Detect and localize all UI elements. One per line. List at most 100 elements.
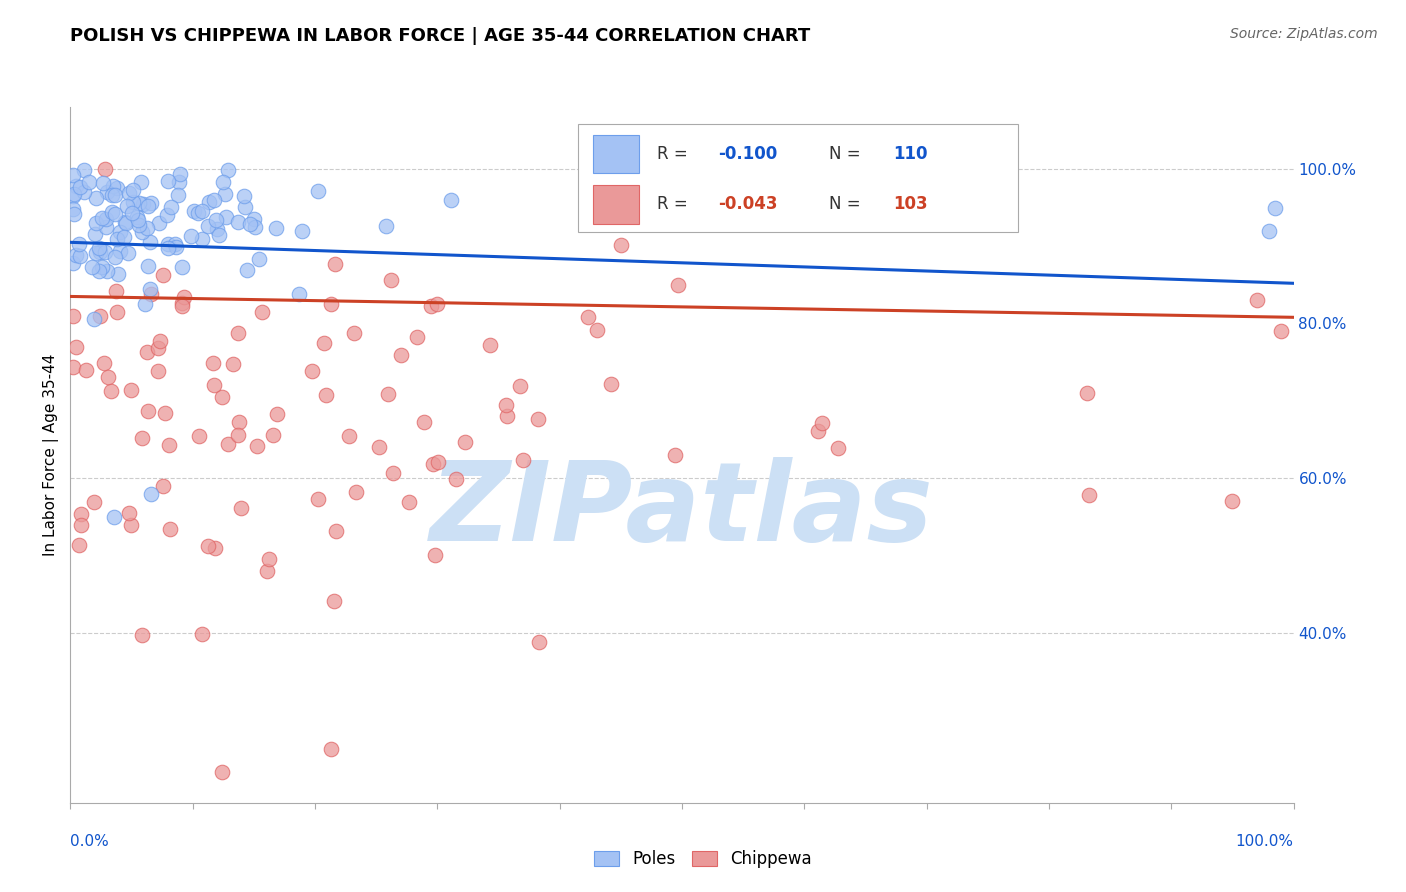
- Point: [152, 268, 174, 282]
- Point: [228, 415, 250, 429]
- Point: [239, 217, 262, 231]
- Point: [398, 495, 420, 509]
- Point: [440, 194, 463, 208]
- Point: [170, 296, 193, 310]
- Point: [167, 175, 190, 189]
- Point: [65, 178, 87, 193]
- Point: [247, 252, 270, 266]
- Point: [62, 207, 84, 221]
- Point: [108, 244, 131, 258]
- Point: [215, 211, 238, 225]
- Point: [139, 486, 162, 500]
- Point: [312, 335, 335, 350]
- Point: [167, 187, 190, 202]
- Point: [120, 518, 142, 533]
- Point: [381, 466, 404, 480]
- Point: [169, 167, 191, 181]
- Point: [232, 188, 254, 202]
- Point: [367, 440, 389, 454]
- Point: [148, 334, 170, 348]
- Point: [236, 262, 259, 277]
- Point: [204, 541, 226, 555]
- Point: [252, 304, 274, 318]
- Point: [165, 237, 187, 252]
- Point: [527, 634, 550, 648]
- Point: [1220, 494, 1243, 508]
- Point: [89, 309, 111, 323]
- Point: [217, 163, 239, 178]
- Point: [83, 312, 105, 326]
- Point: [104, 250, 127, 264]
- Point: [96, 220, 118, 235]
- Text: -0.100: -0.100: [718, 145, 778, 162]
- Point: [120, 383, 142, 397]
- Point: [217, 437, 239, 451]
- Point: [211, 764, 233, 779]
- Point: [128, 195, 150, 210]
- Point: [117, 245, 139, 260]
- Point: [586, 323, 609, 337]
- Point: [115, 199, 138, 213]
- Point: [307, 491, 329, 506]
- Point: [146, 364, 169, 378]
- Point: [197, 195, 219, 210]
- Point: [1246, 293, 1268, 308]
- Legend: Poles, Chippewa: Poles, Chippewa: [588, 844, 818, 875]
- Text: -0.043: -0.043: [718, 195, 778, 213]
- Point: [148, 216, 170, 230]
- Point: [180, 229, 202, 244]
- Point: [426, 296, 449, 310]
- Point: [165, 240, 187, 254]
- Point: [307, 184, 329, 198]
- Point: [246, 439, 269, 453]
- Point: [325, 524, 347, 538]
- Point: [526, 412, 548, 426]
- Point: [827, 441, 849, 455]
- Point: [290, 224, 312, 238]
- Point: [301, 364, 323, 378]
- Point: [201, 356, 224, 370]
- Text: R =: R =: [658, 145, 693, 162]
- Point: [139, 282, 162, 296]
- Point: [266, 407, 288, 421]
- Text: 110: 110: [894, 145, 928, 162]
- Point: [344, 485, 367, 500]
- Point: [427, 455, 450, 469]
- Point: [389, 348, 412, 362]
- Point: [211, 175, 233, 189]
- Point: [183, 204, 205, 219]
- Point: [114, 214, 136, 228]
- Point: [233, 200, 256, 214]
- Point: [62, 309, 84, 323]
- Point: [319, 297, 342, 311]
- Point: [229, 501, 252, 516]
- Point: [664, 448, 686, 462]
- Point: [62, 359, 84, 374]
- Point: [1258, 224, 1281, 238]
- Point: [84, 246, 107, 260]
- Point: [94, 161, 117, 176]
- Point: [118, 186, 141, 200]
- Point: [100, 384, 122, 398]
- Point: [82, 260, 104, 274]
- Point: [105, 304, 128, 318]
- Point: [191, 232, 214, 246]
- Point: [138, 199, 160, 213]
- Point: [226, 427, 249, 442]
- Point: [62, 256, 84, 270]
- Point: [205, 221, 228, 235]
- Point: [67, 538, 90, 552]
- Point: [454, 434, 477, 449]
- Point: [79, 175, 101, 189]
- Point: [129, 175, 152, 189]
- Point: [63, 186, 86, 201]
- Point: [105, 284, 128, 298]
- Point: [807, 424, 830, 438]
- Point: [131, 628, 153, 642]
- Point: [103, 509, 125, 524]
- Point: [425, 548, 447, 562]
- Point: [173, 290, 195, 304]
- Point: [93, 356, 115, 370]
- Point: [101, 179, 124, 194]
- Point: [610, 238, 633, 252]
